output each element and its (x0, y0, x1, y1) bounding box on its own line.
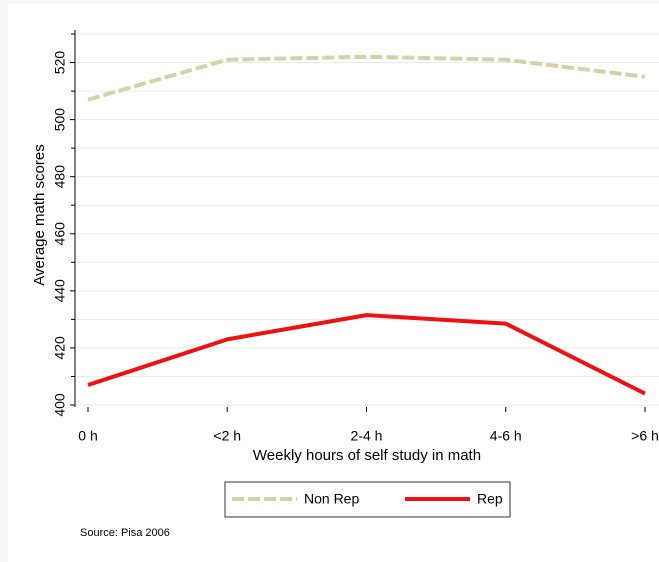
x-tick-label: 0 h (78, 428, 97, 444)
legend-label: Rep (477, 491, 503, 507)
x-tick-label: 2-4 h (351, 428, 383, 444)
source-note: Source: Pisa 2006 (80, 527, 170, 539)
legend-label: Non Rep (304, 491, 359, 507)
series-line (87, 313, 646, 396)
x-axis-title: Weekly hours of self study in math (253, 447, 481, 464)
panel (8, 4, 659, 562)
x-tick-label: 4-6 h (490, 428, 522, 444)
y-tick-label: 520 (52, 51, 68, 75)
y-tick-label: 420 (52, 336, 68, 360)
y-tick-label: 460 (52, 222, 68, 246)
y-tick-label: 400 (52, 393, 68, 417)
series-line (87, 54, 646, 102)
y-tick-label: 500 (52, 108, 68, 132)
x-tick-label: >6 h (631, 428, 659, 444)
y-axis-title: Average math scores (31, 144, 48, 285)
x-tick-label: <2 h (213, 428, 241, 444)
y-tick-label: 480 (52, 165, 68, 189)
y-tick-label: 440 (52, 279, 68, 303)
